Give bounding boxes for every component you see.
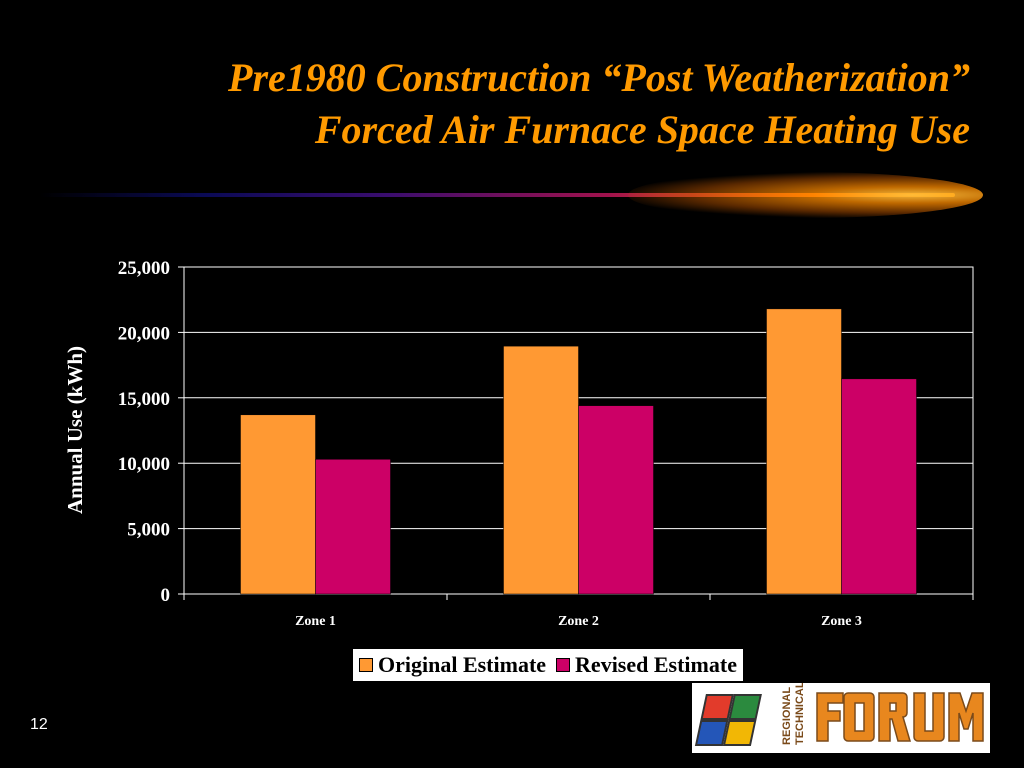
x-tick-label: Zone 3 [821, 614, 862, 629]
title-line-1: Pre1980 Construction “Post Weatherizatio… [228, 55, 970, 100]
bar-revised-3 [841, 378, 917, 595]
x-tick-label: Zone 2 [558, 614, 599, 629]
legend-item-revised: Revised Estimate [556, 652, 737, 678]
slide-title: Pre1980 Construction “Post Weatherizatio… [40, 52, 970, 156]
svg-text:TECHNICAL: TECHNICAL [794, 683, 806, 745]
logo-icon: REGIONAL TECHNICAL [694, 681, 984, 746]
title-line-2: Forced Air Furnace Space Heating Use [314, 107, 970, 152]
x-tick-label: Zone 1 [295, 614, 336, 629]
legend-label-original: Original Estimate [378, 652, 547, 677]
legend-swatch-original [359, 658, 373, 672]
y-tick-label: 20,000 [118, 323, 170, 344]
chart-legend: Original Estimate Revised Estimate [352, 648, 744, 682]
bar-original-3 [766, 308, 842, 595]
bar-revised-1 [315, 459, 391, 595]
bar-original-1 [240, 414, 316, 595]
legend-label-revised: Revised Estimate [575, 652, 737, 677]
y-tick-label: 25,000 [118, 258, 170, 279]
y-tick-label: 0 [161, 585, 171, 606]
svg-text:REGIONAL: REGIONAL [781, 687, 793, 745]
page-number: 12 [30, 716, 48, 733]
divider-glow [628, 172, 983, 218]
y-axis-label: Annual Use (kWh) [63, 346, 87, 514]
title-divider [40, 193, 955, 197]
legend-swatch-revised [556, 658, 571, 672]
y-tick-label: 10,000 [118, 454, 170, 475]
y-tick-label: 5,000 [127, 520, 170, 541]
bar-original-2 [503, 345, 579, 595]
y-tick-label: 15,000 [118, 389, 170, 410]
legend-item-original: Original Estimate [359, 652, 546, 678]
regional-technical-forum-logo: REGIONAL TECHNICAL [692, 681, 990, 753]
bar-revised-2 [578, 405, 654, 595]
